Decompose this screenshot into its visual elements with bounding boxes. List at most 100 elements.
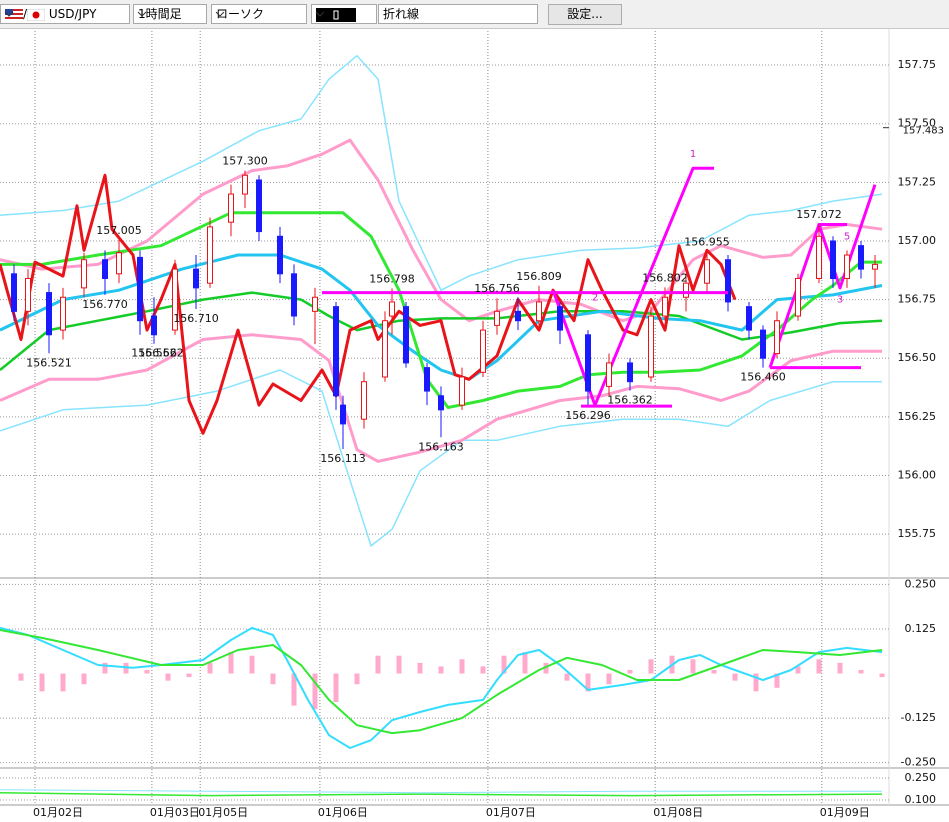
price-annotation: 156.802 [642, 271, 688, 284]
series-line [0, 791, 883, 797]
dropdown-arrow [4, 11, 14, 17]
price-annotation: 157.005 [96, 224, 142, 237]
histogram-bar [312, 673, 318, 710]
histogram-bar [270, 673, 276, 685]
flag-separator: / [23, 7, 28, 21]
y-tick-label: 157.25 [898, 175, 937, 188]
series-line [551, 166, 877, 407]
histogram-bar [417, 662, 423, 674]
candle-body [382, 320, 388, 378]
candle-body [172, 268, 178, 331]
histogram-bar [522, 652, 528, 674]
series-line [0, 369, 882, 547]
candle-body [515, 310, 521, 322]
histogram-bar [207, 662, 213, 674]
us-flag [5, 8, 23, 21]
histogram-bar [144, 669, 150, 674]
series-line [0, 333, 882, 463]
histogram-bar [396, 655, 402, 674]
price-annotation: 157.072 [796, 208, 842, 221]
wave-label: 5 [844, 231, 850, 242]
candle-body [207, 226, 213, 284]
candle-body [704, 259, 710, 284]
price-annotation: 156.521 [26, 356, 72, 369]
candle-body [291, 273, 297, 317]
candle-body [844, 254, 850, 279]
candle-body [858, 245, 864, 270]
color-select[interactable] [311, 4, 377, 24]
candle-body [480, 329, 486, 373]
candle-body [137, 256, 143, 322]
series-line [0, 629, 883, 735]
y-tick-label: 157.50 [898, 117, 937, 130]
candle-body [746, 306, 752, 331]
histogram-bar [39, 673, 45, 692]
candle-body [102, 259, 108, 279]
histogram-bar [333, 673, 339, 703]
candle-body [340, 404, 346, 425]
histogram-bar [501, 655, 507, 674]
jp-flag [27, 8, 46, 21]
line-style-select[interactable]: 折れ線 [378, 4, 538, 24]
series-line [0, 173, 737, 435]
x-tick-label: 01月02日 [33, 806, 83, 819]
candle-body [60, 296, 66, 331]
histogram-bar [438, 666, 444, 674]
candle-body [81, 259, 87, 289]
candle-body [151, 315, 157, 336]
histogram-bar [81, 673, 87, 685]
histogram-bar [606, 673, 612, 685]
candle-body [46, 292, 52, 336]
candle-body [333, 306, 339, 397]
pair: USD/JPY [48, 7, 97, 21]
histogram-bar [858, 669, 864, 674]
y-tick-label: 156.75 [898, 293, 937, 306]
histogram-bar [816, 659, 822, 674]
price-annotation: 156.809 [516, 270, 562, 283]
histogram-bar [18, 673, 24, 681]
y-tick-label: 157.75 [898, 58, 937, 71]
pair-select[interactable]: / USD/JPY [0, 4, 130, 24]
price-annotation: 156.296 [565, 409, 611, 422]
y-tick-label: 156.25 [898, 410, 937, 423]
y-tick-label: -0.125 [901, 711, 936, 724]
candle-body [774, 320, 780, 355]
histogram-bar [732, 673, 738, 681]
candle-body [361, 381, 367, 420]
histogram-bar [879, 673, 885, 678]
y-tick-label: 156.00 [898, 469, 937, 482]
histogram-bar [480, 666, 486, 674]
histogram-bar [291, 673, 297, 706]
chart-style-select[interactable]: ローソク [211, 4, 307, 24]
candle-body [683, 282, 689, 298]
histogram-bar [60, 673, 66, 692]
current-price-label: 157.483 [903, 126, 944, 137]
timeframe: 1時間足 [138, 7, 182, 21]
y-tick-label: 156.50 [898, 351, 937, 364]
histogram-bar [564, 673, 570, 681]
candle-body [403, 306, 409, 364]
wave-label: 2 [592, 292, 598, 303]
histogram-bar [753, 673, 759, 692]
settings-button[interactable]: 設定... [548, 4, 622, 25]
dropdown-arrow [137, 11, 147, 17]
wave-label: 1 [690, 149, 696, 160]
candle-body [816, 235, 822, 279]
timeframe-select[interactable]: 1時間足 [133, 4, 207, 24]
candle-body [11, 273, 17, 312]
candle-body [760, 329, 766, 359]
candle-body [312, 296, 318, 312]
wave-label: 3 [837, 295, 843, 306]
candle-body [627, 362, 633, 383]
candle-body [438, 395, 444, 411]
toolbar: / USD/JPY 1時間足 ローソク 折れ線 設定... [0, 0, 949, 29]
candle-body [830, 240, 836, 279]
candle-body [459, 376, 465, 406]
line-style: 折れ線 [383, 7, 420, 21]
y-tick-label: 0.100 [905, 793, 937, 806]
histogram-bar [228, 652, 234, 674]
y-tick-label: 0.250 [905, 577, 937, 590]
color-swatch [316, 7, 356, 22]
